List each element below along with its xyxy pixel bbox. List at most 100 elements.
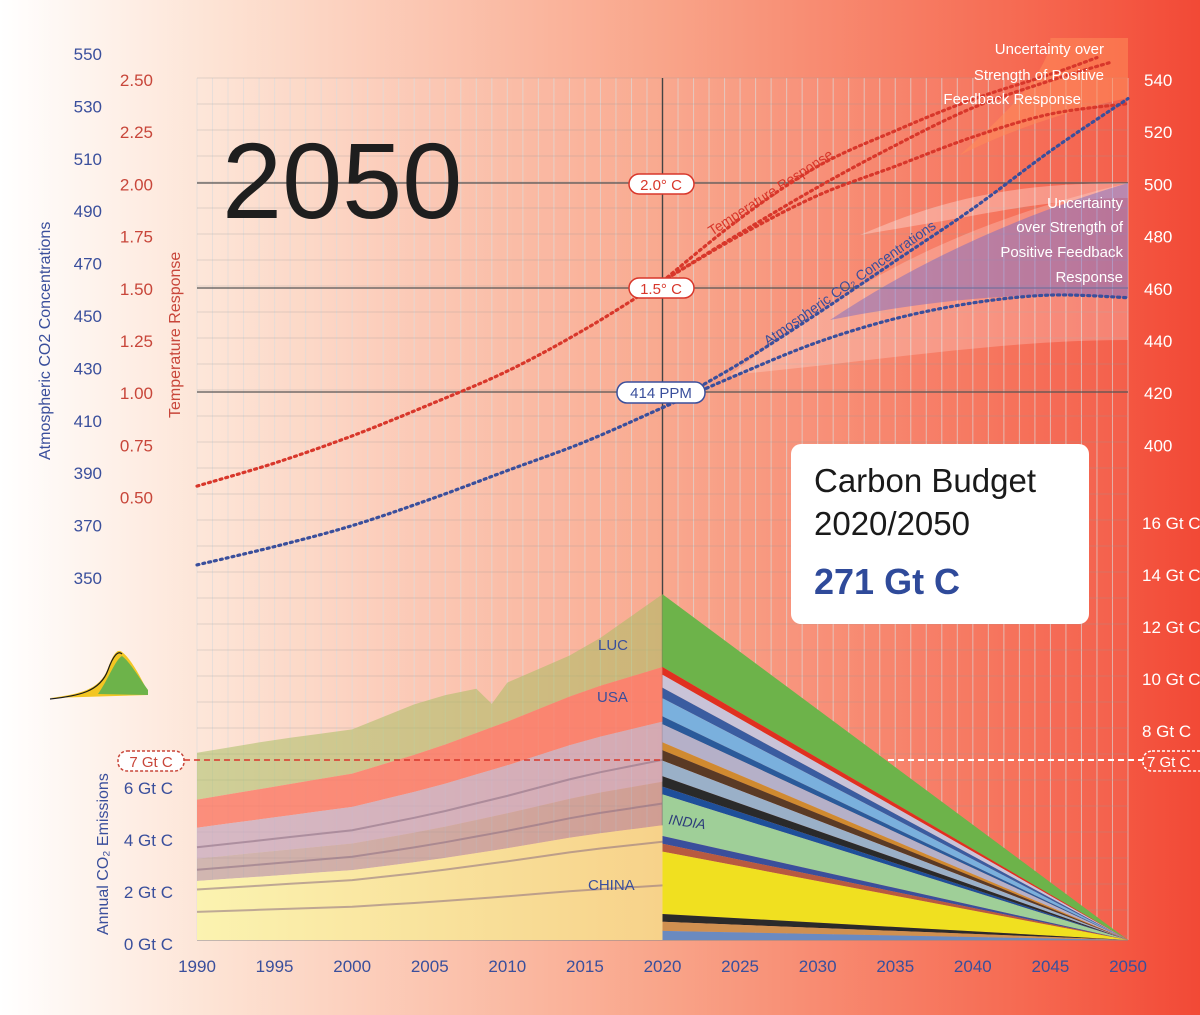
x-tick-2010: 2010: [488, 957, 526, 976]
other-area: [197, 781, 663, 881]
seven-gtc-right-marker: 7 Gt C: [1142, 750, 1200, 772]
emission-areas: [184, 594, 1143, 940]
co2-upper-line: [660, 97, 1130, 410]
co2-band-outer: [730, 183, 1128, 375]
x-tick-2020: 2020: [644, 957, 682, 976]
co2-left-tick: 410: [74, 412, 102, 431]
area-stripe-0: [196, 758, 663, 849]
usa-area: [197, 667, 663, 828]
india-label: INDIA: [668, 811, 707, 832]
projection-lines: [195, 56, 1130, 567]
temperature-tick: 2.50: [120, 71, 153, 90]
wedge-band-14: [662, 843, 1128, 940]
emissions-right-tick: 14 Gt C: [1142, 566, 1200, 585]
budget-value: 271 Gt C: [814, 561, 960, 602]
wedge-band-7: [662, 742, 1128, 940]
emissions-right-tick: 12 Gt C: [1142, 618, 1200, 637]
svg-text:Feedback Response: Feedback Response: [943, 91, 1081, 108]
europe-area: [197, 721, 663, 859]
co2-right-tick: 400: [1144, 436, 1172, 455]
co2-lower-line: [660, 293, 1130, 410]
x-tick-2005: 2005: [411, 957, 449, 976]
wedge-band-1: [662, 667, 1128, 940]
co2-left-tick: 350: [74, 569, 102, 588]
budget-title-line2: 2020/2050: [814, 505, 970, 542]
wedge-band-15: [662, 851, 1128, 940]
co2-left-tick: 450: [74, 307, 102, 326]
wedge-band-9: [662, 760, 1128, 940]
temperature-tick: 0.50: [120, 489, 153, 508]
wedge-band-6: [662, 724, 1128, 940]
x-tick-2045: 2045: [1032, 957, 1070, 976]
emissions-right-tick: 10 Gt C: [1142, 670, 1200, 689]
co2-left-tick: 470: [74, 255, 102, 274]
emissions-left-tick: 4 Gt C: [124, 831, 173, 850]
x-tick-2050: 2050: [1109, 957, 1147, 976]
svg-text:over Strength of: over Strength of: [1016, 219, 1124, 236]
emissions-right-tick: 16 Gt C: [1142, 514, 1200, 533]
wedge-band-11: [662, 786, 1128, 940]
temperature-band-shadow: [860, 183, 1128, 235]
x-tick-1995: 1995: [256, 957, 294, 976]
wedge-band-10: [662, 776, 1128, 940]
wedge-band-4: [662, 698, 1128, 940]
temperature-tick: 2.25: [120, 123, 153, 142]
wedge-band-13: [662, 836, 1128, 940]
svg-text:Positive Feedback: Positive Feedback: [1000, 244, 1123, 261]
marker-1-5c: 1.5° C: [628, 277, 695, 299]
temperature-uncertainty-label: Uncertainty over Strength of Positive Fe…: [943, 41, 1104, 108]
svg-text:Uncertainty over: Uncertainty over: [995, 41, 1104, 58]
luc-label: LUC: [598, 637, 628, 654]
co2-left-tick: 510: [74, 150, 102, 169]
emissions-right-tick: 8 Gt C: [1142, 722, 1191, 741]
co2-left-tick: 550: [74, 45, 102, 64]
china-area: [197, 825, 663, 940]
seven-gtc-left-marker: 7 Gt C: [117, 750, 185, 772]
x-tick-2025: 2025: [721, 957, 759, 976]
wedge-band-5: [662, 716, 1128, 940]
emissions-left-tick: 0 Gt C: [124, 935, 173, 954]
x-tick-2015: 2015: [566, 957, 604, 976]
co2-right-tick: 540: [1144, 71, 1172, 90]
svg-text:7 Gt C: 7 Gt C: [1147, 754, 1191, 771]
svg-text:2.0° C: 2.0° C: [640, 177, 682, 194]
svg-text:Strength of Positive: Strength of Positive: [974, 67, 1104, 84]
x-tick-2040: 2040: [954, 957, 992, 976]
co2-uncertainty-band: [830, 183, 1128, 320]
co2-left-tick: 390: [74, 464, 102, 483]
temperature-tick: 1.50: [120, 280, 153, 299]
mini-chart-icon: [49, 650, 148, 700]
co2-left-tick: 530: [74, 97, 102, 116]
x-tick-2030: 2030: [799, 957, 837, 976]
wedge-band-0: [662, 594, 1128, 940]
co2-left-tick: 370: [74, 517, 102, 536]
svg-text:1.5° C: 1.5° C: [640, 281, 682, 298]
axis-ticks: 550 530 510 490 470 450 430 410 390 370 350 2.50 2.2…: [74, 45, 1200, 976]
carbon-budget-box: Carbon Budget 2020/2050 271 Gt C: [791, 444, 1089, 624]
co2-left-tick: 430: [74, 359, 102, 378]
usa-label: USA: [597, 689, 628, 706]
headline-year: 2050: [222, 120, 462, 241]
area-stripe-3: [196, 884, 663, 913]
x-tick-2000: 2000: [333, 957, 371, 976]
area-stripe-1: [196, 802, 663, 871]
co2-uncertainty-label: Uncertainty over Strength of Positive Fe…: [1000, 195, 1123, 286]
svg-text:414 PPM: 414 PPM: [630, 385, 692, 402]
emissions-left-tick: 6 Gt C: [124, 779, 173, 798]
temperature-upper-line: [660, 56, 1099, 283]
temperature-tick: 1.75: [120, 228, 153, 247]
svg-text:Uncertainty: Uncertainty: [1047, 195, 1123, 212]
china-label: CHINA: [588, 877, 635, 894]
temperature-axis-title: Temperature Response: [167, 252, 184, 418]
x-tick-1990: 1990: [178, 957, 216, 976]
luc-area: [197, 594, 663, 800]
wedge-band-2: [662, 674, 1128, 940]
area-stripe-2: [196, 840, 663, 891]
co2-right-tick: 460: [1144, 280, 1172, 299]
co2-right-tick: 500: [1144, 175, 1172, 194]
emissions-left-tick: 2 Gt C: [124, 883, 173, 902]
emissions-axis-title: Annual CO₂ Emissions: [95, 773, 112, 935]
co2-right-tick: 520: [1144, 123, 1172, 142]
co2-right-tick: 440: [1144, 332, 1172, 351]
